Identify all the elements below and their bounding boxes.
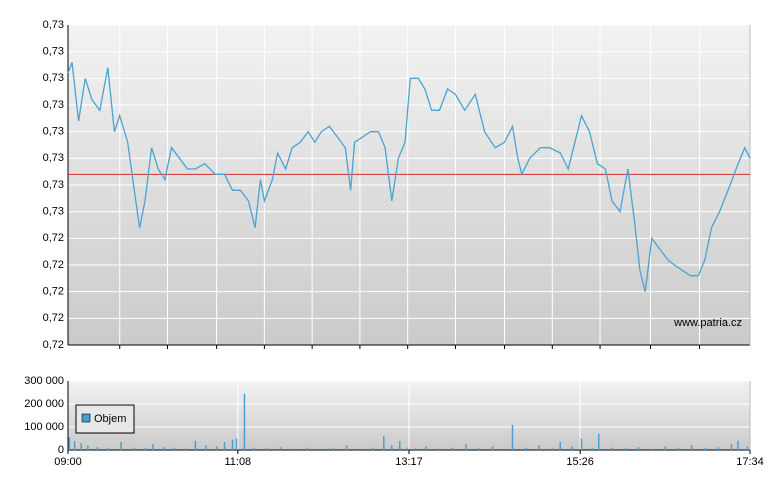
- volume-bar: [223, 441, 226, 450]
- volume-bar: [406, 447, 409, 450]
- y-tick-label: 100 000: [24, 421, 64, 433]
- volume-bar: [184, 448, 186, 450]
- volume-bar: [372, 447, 374, 450]
- volume-bar: [677, 447, 680, 450]
- volume-bar: [637, 447, 640, 450]
- price-line: [67, 62, 751, 292]
- volume-bar: [591, 448, 593, 450]
- y-tick-label: 0,73: [43, 126, 64, 138]
- x-tick-label: 15:26: [566, 456, 594, 468]
- volume-bar: [345, 445, 348, 450]
- volume-bar: [292, 448, 295, 450]
- volume-bar: [279, 447, 282, 450]
- volume-bar: [717, 447, 719, 450]
- volume-bar: [465, 444, 467, 450]
- volume-bar: [231, 439, 234, 450]
- volume-bar: [478, 448, 481, 450]
- legend-label: Objem: [94, 413, 126, 425]
- volume-bar: [580, 438, 583, 450]
- legend-swatch: [81, 413, 91, 423]
- y-tick-label: 0,73: [43, 206, 64, 218]
- volume-bar: [438, 448, 441, 450]
- volume-bar: [107, 448, 109, 450]
- y-tick-label: 0,73: [43, 152, 64, 164]
- volume-bar: [194, 440, 197, 450]
- x-tick-label: 11:08: [224, 456, 251, 468]
- y-tick-label: 0,73: [43, 72, 64, 84]
- y-tick-label: 0,73: [43, 179, 64, 191]
- volume-bar: [425, 446, 427, 450]
- volume-bar: [215, 446, 218, 450]
- y-tick-label: 0,73: [43, 99, 64, 111]
- volume-bar: [120, 441, 122, 450]
- volume-bar: [414, 448, 417, 450]
- legend-box: [75, 404, 135, 434]
- volume-bar: [73, 440, 76, 450]
- volume-bar: [235, 438, 238, 450]
- y-tick-label: 0,72: [43, 286, 64, 298]
- volume-bar: [332, 448, 335, 450]
- volume-bar: [173, 447, 175, 450]
- y-tick-label: 0,73: [43, 19, 64, 31]
- y-tick-label: 0: [58, 444, 64, 456]
- volume-bar: [597, 433, 600, 450]
- x-tick-label: 17:34: [736, 456, 764, 468]
- volume-bar: [624, 448, 627, 450]
- volume-bar: [205, 445, 207, 450]
- volume-bar: [690, 445, 693, 450]
- volume-bar: [525, 447, 527, 450]
- volume-bar: [551, 448, 554, 450]
- x-tick-label: 13:17: [395, 456, 423, 468]
- volume-bar: [491, 446, 494, 450]
- volume-bar: [306, 447, 308, 450]
- volume-bar: [243, 393, 246, 450]
- volume-bar: [737, 440, 739, 450]
- volume-bar: [68, 437, 71, 450]
- watermark: www.patria.cz: [673, 317, 742, 329]
- volume-bar: [704, 448, 706, 450]
- volume-bar: [266, 448, 268, 450]
- volume-bar: [133, 447, 136, 450]
- y-tick-label: 0,72: [43, 232, 64, 244]
- volume-bar: [398, 440, 401, 450]
- volume-bar: [730, 444, 733, 450]
- volume-bar: [162, 447, 165, 450]
- volume-bar: [87, 445, 89, 450]
- y-tick-label: 200 000: [24, 398, 64, 410]
- volume-bar: [144, 448, 146, 450]
- volume-bar: [611, 447, 613, 450]
- volume-bar: [253, 447, 255, 450]
- y-tick-label: 0,73: [43, 46, 64, 58]
- y-tick-label: 0,72: [43, 312, 64, 324]
- x-tick-label: 09:00: [54, 456, 82, 468]
- volume-bar: [152, 444, 154, 450]
- volume-bar: [538, 445, 540, 450]
- y-tick-label: 0,72: [43, 339, 64, 351]
- volume-bar: [746, 446, 749, 450]
- volume-bar: [571, 446, 573, 450]
- volume-bar: [452, 447, 454, 450]
- volume-bar: [80, 443, 83, 450]
- volume-bar: [96, 447, 98, 450]
- volume-bar: [383, 436, 385, 450]
- volume-bar: [559, 441, 562, 450]
- y-tick-label: 300 000: [24, 375, 64, 387]
- y-tick-label: 0,72: [43, 259, 64, 271]
- volume-bar: [319, 448, 321, 450]
- volume-bar: [391, 445, 393, 450]
- volume-bar: [359, 448, 361, 450]
- volume-bar: [651, 448, 653, 450]
- volume-bar: [664, 446, 666, 450]
- volume-bar: [511, 424, 514, 450]
